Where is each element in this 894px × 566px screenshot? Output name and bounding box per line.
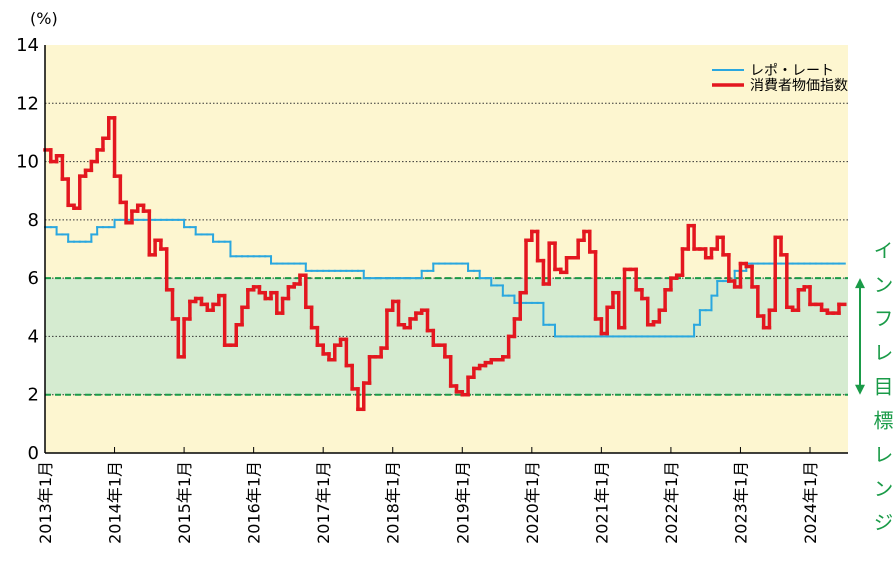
y-tick-label: 14	[16, 35, 39, 56]
y-tick-label: 4	[28, 326, 39, 347]
legend-label: レポ・レート	[750, 63, 834, 79]
x-tick-label: 2020年1月	[523, 461, 542, 544]
x-tick-label: 2018年1月	[384, 461, 403, 544]
band-label: インフレ目標レンジ	[870, 240, 894, 546]
band-arrowhead	[855, 278, 865, 289]
series-1	[43, 116, 847, 412]
y-unit-label: (%)	[30, 9, 58, 28]
y-tick-label: 6	[28, 268, 39, 289]
band-arrowhead	[855, 384, 865, 395]
x-tick-label: 2021年1月	[592, 461, 611, 544]
x-tick-label: 2016年1月	[245, 461, 264, 544]
x-tick-label: 2015年1月	[175, 461, 194, 544]
x-tick-label: 2023年1月	[731, 461, 750, 544]
y-tick-label: 2	[28, 385, 39, 406]
x-tick-label: 2014年1月	[106, 461, 125, 544]
y-tick-label: 0	[28, 443, 39, 464]
x-tick-label: 2013年1月	[36, 461, 55, 544]
series-0	[44, 218, 846, 338]
x-tick-label: 2019年1月	[453, 461, 472, 544]
legend-label: 消費者物価指数	[750, 78, 848, 94]
y-tick-label: 12	[16, 93, 39, 114]
y-tick-label: 10	[16, 152, 39, 173]
x-tick-label: 2024年1月	[801, 461, 820, 544]
x-tick-label: 2017年1月	[314, 461, 333, 544]
y-tick-label: 8	[28, 210, 39, 231]
x-tick-label: 2022年1月	[662, 461, 681, 544]
